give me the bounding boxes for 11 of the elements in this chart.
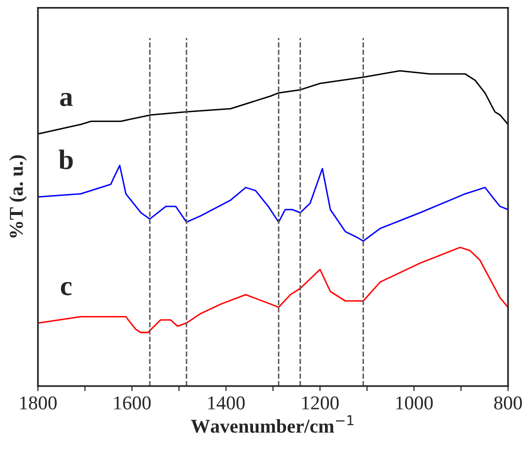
x-tick-label: 800	[494, 396, 522, 410]
series-label: c	[60, 282, 72, 296]
x-tick-label: 1200	[302, 396, 339, 410]
series-label: b	[58, 150, 73, 170]
x-tick-label: 1000	[396, 396, 433, 410]
y-axis-title: %T (a. u.)	[9, 155, 27, 238]
x-tick-label: 1400	[208, 396, 245, 410]
x-tick-label: 1600	[114, 396, 151, 410]
x-axis-title: Wavenumber/cm$^{−1}$	[191, 415, 354, 433]
series-label: a	[60, 92, 73, 106]
x-tick-label: 1800	[20, 396, 57, 410]
